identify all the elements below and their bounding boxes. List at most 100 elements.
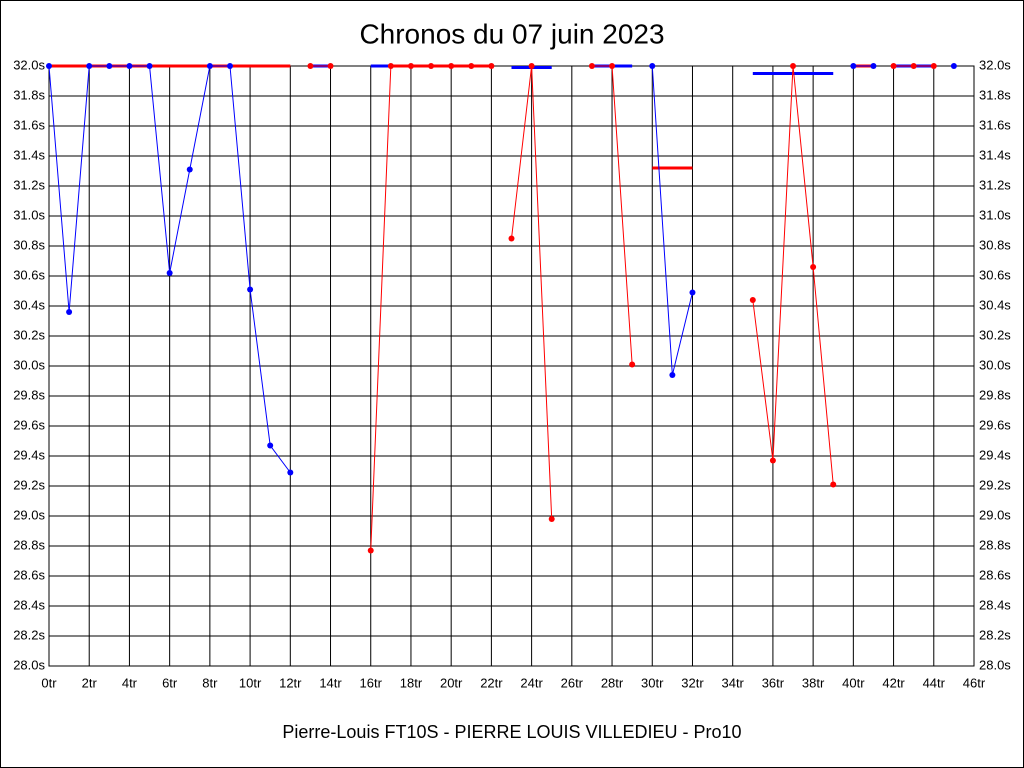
chart-title: Chronos du 07 juin 2023 [359,18,664,49]
x-tick-label: 2tr [82,675,98,690]
y-tick-label: 31.8s [13,87,45,102]
y-tick-label-right: 29.8s [979,387,1011,402]
data-point [307,63,314,69]
x-tick-label: 24tr [520,675,543,690]
y-tick-label-right: 28.8s [979,537,1011,552]
data-point [367,547,374,554]
y-tick-label: 29.4s [13,447,45,462]
data-point [407,63,414,69]
data-point [950,63,957,69]
y-tick-label-right: 29.4s [979,447,1011,462]
x-tick-label: 14tr [319,675,342,690]
data-point [790,63,797,69]
data-point [749,297,756,303]
x-tick-label: 36tr [762,675,785,690]
y-tick-label: 31.0s [13,207,45,222]
data-point [448,63,455,69]
y-tick-label-right: 32.0s [979,57,1011,72]
x-tick-label: 6tr [162,675,178,690]
x-tick-label: 8tr [202,675,218,690]
data-point [528,63,535,69]
data-point [890,63,897,69]
y-tick-label: 31.2s [13,177,45,192]
y-tick-label-right: 31.2s [979,177,1011,192]
y-tick-label: 28.6s [13,567,45,582]
y-tick-label-right: 31.8s [979,87,1011,102]
y-tick-label-right: 31.6s [979,117,1011,132]
data-point [830,481,837,488]
x-tick-label: 46tr [963,675,986,690]
data-point [488,63,495,69]
x-tick-label: 12tr [279,675,302,690]
x-tick-label: 22tr [480,675,503,690]
data-point [106,63,113,69]
y-tick-label-right: 30.0s [979,357,1011,372]
y-tick-label-right: 28.6s [979,567,1011,582]
data-point [629,361,636,368]
y-tick-label-right: 30.2s [979,327,1011,342]
y-tick-label: 28.2s [13,627,45,642]
x-tick-label: 28tr [601,675,624,690]
data-point [689,289,696,296]
x-tick-label: 44tr [923,675,946,690]
data-point [669,372,676,378]
data-point [387,63,394,69]
y-tick-label-right: 31.4s [979,147,1011,162]
y-tick-label: 28.4s [13,597,45,612]
x-tick-label: 34tr [721,675,744,690]
y-tick-label: 29.2s [13,477,45,492]
y-tick-label-right: 28.4s [979,597,1011,612]
y-tick-label-right: 28.2s [979,627,1011,642]
y-tick-label-right: 30.4s [979,297,1011,312]
data-point [86,63,93,69]
y-tick-label-right: 29.2s [979,477,1011,492]
x-tick-label: 10tr [239,675,262,690]
y-tick-label: 29.0s [13,507,45,522]
y-tick-label-right: 31.0s [979,207,1011,222]
data-point [609,63,616,69]
data-point [226,63,233,69]
y-tick-label: 29.8s [13,387,45,402]
x-tick-label: 32tr [681,675,704,690]
data-point [66,309,73,315]
y-tick-label-right: 30.8s [979,237,1011,252]
x-tick-label: 4tr [122,675,138,690]
data-point [126,63,133,69]
y-tick-label: 31.4s [13,147,45,162]
y-tick-label: 31.6s [13,117,45,132]
data-point [186,166,193,173]
data-point [166,270,173,276]
x-tick-label: 0tr [41,675,57,690]
y-tick-label: 30.8s [13,237,45,252]
data-point [46,63,52,69]
data-point [206,63,213,69]
data-point [267,442,274,449]
x-tick-label: 30tr [641,675,664,690]
x-axis-label: Pierre-Louis FT10S - PIERRE LOUIS VILLED… [282,722,741,742]
y-tick-label-right: 28.0s [979,657,1011,672]
data-point [870,63,877,69]
y-tick-label: 30.4s [13,297,45,312]
x-tick-label: 26tr [561,675,584,690]
data-point [146,63,153,69]
data-point [247,286,254,293]
x-tick-label: 16tr [360,675,383,690]
y-tick-label: 28.0s [13,657,45,672]
data-point [850,63,857,69]
x-tick-label: 42tr [882,675,905,690]
data-point [468,63,475,69]
data-point [910,63,917,69]
data-point [287,469,294,476]
y-tick-label: 30.2s [13,327,45,342]
data-point [769,457,776,464]
y-tick-label: 29.6s [13,417,45,432]
x-tick-label: 38tr [802,675,825,690]
data-point [327,63,334,69]
y-tick-label: 28.8s [13,537,45,552]
data-point [548,516,555,522]
y-tick-label: 30.0s [13,357,45,372]
data-point [810,264,817,270]
data-point [930,63,937,69]
